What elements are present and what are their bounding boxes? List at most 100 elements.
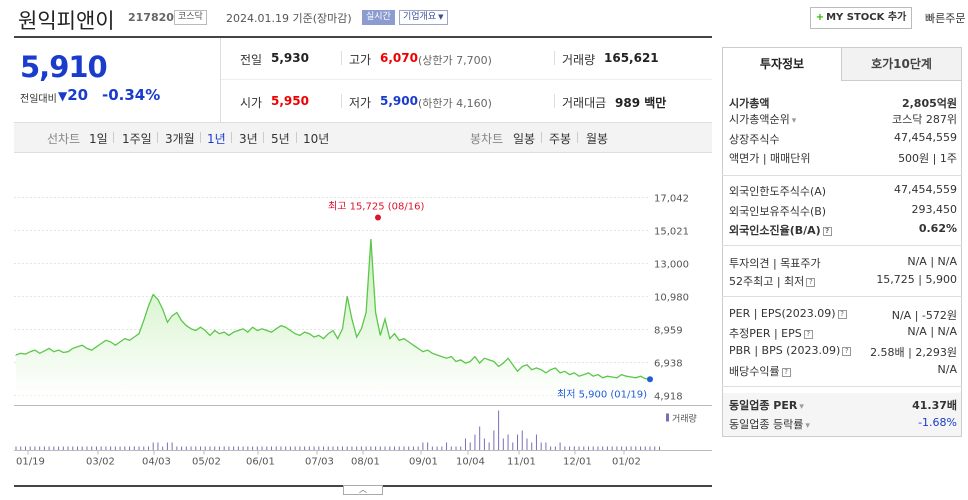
candle-weekly[interactable]: 주봉 xyxy=(549,132,572,146)
tab-investment-info[interactable]: 투자정보 xyxy=(722,47,842,81)
my-stock-add-button[interactable]: + MY STOCK 추가 xyxy=(810,7,912,29)
divider xyxy=(541,132,542,143)
volume-bar xyxy=(181,446,183,451)
help-icon[interactable]: ? xyxy=(842,346,852,356)
current-price: 5,910 xyxy=(20,50,108,84)
period-3y[interactable]: 3년 xyxy=(239,132,258,146)
quick-order-link[interactable]: 빠른주문 xyxy=(925,12,966,25)
volume-bar xyxy=(502,438,504,451)
period-10y[interactable]: 10년 xyxy=(303,132,330,146)
help-icon[interactable]: ? xyxy=(806,277,816,287)
help-icon[interactable]: ? xyxy=(781,367,791,377)
period-1y[interactable]: 1년 xyxy=(207,132,226,146)
volume-bar xyxy=(441,446,443,451)
divider xyxy=(554,94,555,108)
period-1w[interactable]: 1주일 xyxy=(122,132,152,146)
realtime-badge[interactable]: 실시간 xyxy=(362,10,395,25)
help-icon[interactable]: ? xyxy=(822,226,832,236)
y-tick-label: 15,021 xyxy=(654,227,689,238)
volume-bar xyxy=(370,446,372,451)
volume-bar xyxy=(398,446,400,451)
volume-bar xyxy=(95,446,97,451)
volume-bar xyxy=(67,446,69,451)
volume-bar xyxy=(233,446,235,451)
volume-bar xyxy=(417,446,419,451)
volume-bar xyxy=(545,442,547,451)
info-row-label: 동일업종 PER ▾ xyxy=(729,399,804,412)
price-change-pct: -0.34% xyxy=(102,86,161,104)
volume-bar xyxy=(630,446,632,451)
x-tick-label: 11/01 xyxy=(507,457,536,468)
volume-bar xyxy=(431,446,433,451)
volume-bar xyxy=(351,446,353,451)
panel-divider xyxy=(722,296,962,297)
period-5y[interactable]: 5년 xyxy=(271,132,290,146)
volume-bar xyxy=(308,446,310,451)
x-tick-label: 09/01 xyxy=(409,457,438,468)
volume-bar xyxy=(606,446,608,451)
info-row-label: 외국인한도주식수(A) xyxy=(729,185,827,198)
top-divider xyxy=(14,36,712,38)
volume-bar xyxy=(483,438,485,451)
info-row-value: 15,725 | 5,900 xyxy=(876,273,957,286)
info-row-label: PER | EPS(2023.09)? xyxy=(729,307,847,320)
volume-bar xyxy=(147,446,149,451)
price-line xyxy=(15,238,651,380)
volume-bar xyxy=(341,446,343,451)
volume-bar xyxy=(583,446,585,451)
tab-order-book[interactable]: 호가10단계 xyxy=(842,47,962,81)
info-row-label: PBR | BPS (2023.09)? xyxy=(729,344,852,357)
volume-bar xyxy=(200,446,202,451)
volume-bar xyxy=(474,434,476,451)
low-value: 5,900 xyxy=(380,94,418,108)
volume-bar xyxy=(20,446,22,451)
info-row-value: 0.62% xyxy=(918,222,957,235)
volume-bar xyxy=(625,446,627,451)
help-icon[interactable]: ? xyxy=(837,309,847,319)
volume-value: 165,621 xyxy=(604,51,659,65)
help-icon[interactable]: ? xyxy=(803,329,813,339)
plus-icon: + xyxy=(815,12,825,23)
chevron-down-icon[interactable]: ▾ xyxy=(791,116,797,126)
candle-daily[interactable]: 일봉 xyxy=(513,132,536,146)
volume-bar xyxy=(498,410,500,451)
divider xyxy=(554,51,555,65)
info-row-label: 액면가 | 매매단위 xyxy=(729,152,811,165)
divider xyxy=(200,132,201,143)
volume-bar xyxy=(455,446,457,451)
volume-bar xyxy=(313,446,315,451)
volume-bar xyxy=(460,446,462,451)
candle-monthly[interactable]: 월봉 xyxy=(586,132,609,146)
chevron-down-icon[interactable]: ▾ xyxy=(805,421,810,431)
company-overview-dropdown[interactable]: 기업개요 ▼ xyxy=(399,10,448,25)
chevron-down-icon[interactable]: ▾ xyxy=(799,402,804,412)
period-3m[interactable]: 3개월 xyxy=(165,132,195,146)
volume-bar xyxy=(621,446,623,451)
row-divider xyxy=(221,79,712,80)
info-row-label: 외국인보유주식수(B) xyxy=(729,205,827,218)
volume-bar xyxy=(375,446,377,451)
volume-bar xyxy=(77,446,79,451)
chevron-up-icon[interactable]: ︿ xyxy=(343,485,383,495)
volume-bar xyxy=(171,442,173,451)
volume-bar xyxy=(635,446,637,451)
x-tick-label: 12/01 xyxy=(563,457,592,468)
volume-bar xyxy=(138,446,140,451)
info-row-label: 시가총액순위 ▾ xyxy=(729,113,797,126)
volume-bar xyxy=(185,446,187,451)
volume-bar xyxy=(190,446,192,451)
volume-bar xyxy=(294,446,296,451)
period-1d[interactable]: 1일 xyxy=(89,132,108,146)
volume-bar xyxy=(360,446,362,451)
x-tick-label: 06/01 xyxy=(246,457,275,468)
volume-bar xyxy=(573,446,575,451)
volume-bar xyxy=(587,446,589,451)
volume-bar xyxy=(356,446,358,451)
divider xyxy=(231,132,232,143)
min-dot xyxy=(647,376,653,383)
volume-bar xyxy=(526,438,528,451)
volume-bar xyxy=(29,446,31,451)
price-chart[interactable]: 17,042 15,021 13,000 10,980 8,959 6,938 4,918 거… xyxy=(14,155,712,500)
price-box xyxy=(14,38,221,122)
volume-bar xyxy=(611,446,613,451)
